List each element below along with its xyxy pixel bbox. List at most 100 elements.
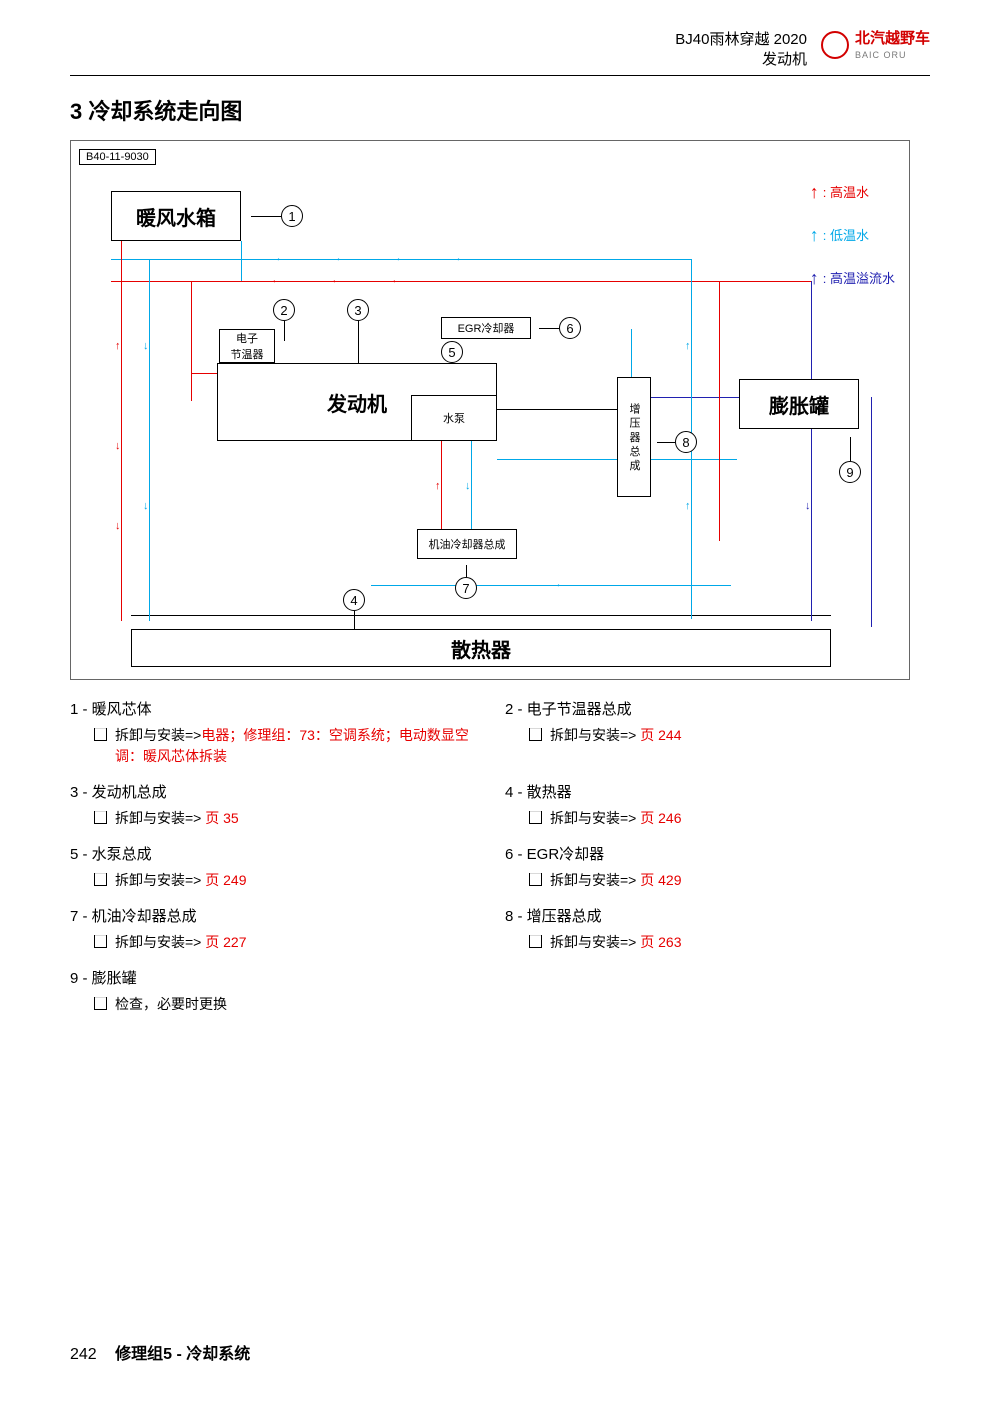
callout-8: 8 bbox=[675, 431, 697, 453]
bullet-box-icon bbox=[529, 728, 542, 741]
bullet-box-icon bbox=[529, 935, 542, 948]
callout-2: 2 bbox=[273, 299, 295, 321]
parts-list-item: 1 - 暖风芯体拆卸与安装=>电器；修理组：73：空调系统；电动数显空调：暖风芯… bbox=[70, 698, 495, 767]
flow-line bbox=[121, 241, 122, 621]
page-reference-link[interactable]: 页 35 bbox=[205, 810, 238, 826]
page-reference-link[interactable]: 页 227 bbox=[205, 934, 246, 950]
page-reference-link[interactable]: 页 246 bbox=[640, 810, 681, 826]
parts-list-item: 2 - 电子节温器总成拆卸与安装=> 页 244 bbox=[505, 698, 930, 767]
header-text: BJ40雨林穿越 2020 发动机 bbox=[675, 30, 807, 69]
callout-connector bbox=[284, 321, 285, 341]
footer-text: 修理组5 - 冷却系统 bbox=[115, 1346, 250, 1363]
diagram-node-oilcooler: 机油冷却器总成 bbox=[417, 529, 517, 559]
legend-row: ↑: 低温水 bbox=[810, 214, 895, 257]
legend-label: : 低温水 bbox=[823, 220, 869, 251]
callout-1: 1 bbox=[281, 205, 303, 227]
part-title: 4 - 散热器 bbox=[505, 781, 930, 802]
page-reference-link[interactable]: 页 249 bbox=[205, 872, 246, 888]
flow-arrow-icon: → bbox=[451, 253, 462, 264]
part-note: 拆卸与安装=> 页 244 bbox=[529, 725, 930, 746]
page-reference-link[interactable]: 页 429 bbox=[640, 872, 681, 888]
part-note-text: 拆卸与安装=> 页 35 bbox=[115, 808, 239, 829]
diagram-node-turbo: 增 压 器 总 成 bbox=[617, 377, 651, 497]
flow-line bbox=[811, 281, 812, 621]
diagram-node-expansion: 膨胀罐 bbox=[739, 379, 859, 429]
page-header: BJ40雨林穿越 2020 发动机 北汽越野车 BAIC ORU bbox=[70, 30, 930, 76]
legend-label: : 高温水 bbox=[823, 177, 869, 208]
callout-6: 6 bbox=[559, 317, 581, 339]
part-note: 拆卸与安装=> 页 249 bbox=[94, 870, 495, 891]
header-line1: BJ40雨林穿越 2020 bbox=[675, 30, 807, 50]
part-note: 拆卸与安装=> 页 227 bbox=[94, 932, 495, 953]
part-note: 拆卸与安装=> 页 263 bbox=[529, 932, 930, 953]
parts-list-item: 7 - 机油冷却器总成拆卸与安装=> 页 227 bbox=[70, 905, 495, 953]
diagram-node-egr: EGR冷却器 bbox=[441, 317, 531, 339]
callout-connector bbox=[251, 216, 281, 217]
part-note-text: 拆卸与安装=> 页 246 bbox=[550, 808, 682, 829]
section-title: 3 冷却系统走向图 bbox=[70, 94, 930, 126]
bullet-box-icon bbox=[529, 811, 542, 824]
header-line2: 发动机 bbox=[675, 50, 807, 70]
parts-list-item: 8 - 增压器总成拆卸与安装=> 页 263 bbox=[505, 905, 930, 953]
bullet-box-icon bbox=[529, 873, 542, 886]
callout-5: 5 bbox=[441, 341, 463, 363]
callout-9: 9 bbox=[839, 461, 861, 483]
bullet-box-icon bbox=[94, 811, 107, 824]
parts-list-item: 9 - 膨胀罐检查，必要时更换 bbox=[70, 967, 495, 1015]
legend-arrow-icon: ↑ bbox=[810, 214, 819, 257]
flow-arrow-icon: ↓ bbox=[465, 481, 471, 492]
diagram-node-pump: 水泵 bbox=[411, 395, 497, 441]
flow-arrow-icon: → bbox=[551, 579, 562, 590]
part-note: 拆卸与安装=> 页 246 bbox=[529, 808, 930, 829]
diagram-node-thermostat: 电子节温器 bbox=[219, 329, 275, 363]
callout-4: 4 bbox=[343, 589, 365, 611]
flow-line bbox=[471, 441, 472, 529]
flow-line bbox=[241, 241, 242, 281]
callout-connector bbox=[657, 442, 675, 443]
flow-line bbox=[441, 441, 442, 529]
brand-name-cn: 北汽越野车 bbox=[855, 30, 930, 47]
part-note: 拆卸与安装=> 页 429 bbox=[529, 870, 930, 891]
flow-line bbox=[149, 259, 150, 621]
bullet-box-icon bbox=[94, 873, 107, 886]
page-reference-link[interactable]: 页 263 bbox=[640, 934, 681, 950]
flow-arrow-icon: ↑ bbox=[685, 501, 691, 512]
flow-arrow-icon: ↓ bbox=[115, 521, 121, 532]
parts-list-item: 4 - 散热器拆卸与安装=> 页 246 bbox=[505, 781, 930, 829]
part-note-text: 拆卸与安装=> 页 244 bbox=[550, 725, 682, 746]
brand-name-en: BAIC ORU bbox=[855, 50, 930, 60]
flow-arrow-icon: ↓ bbox=[805, 501, 811, 512]
part-note-text: 拆卸与安装=> 页 227 bbox=[115, 932, 247, 953]
flow-line bbox=[871, 397, 872, 627]
flow-arrow-icon: ↓ bbox=[143, 341, 149, 352]
flow-arrow-icon: ← bbox=[271, 275, 282, 286]
part-note-text: 拆卸与安装=> 页 429 bbox=[550, 870, 682, 891]
callout-7: 7 bbox=[455, 577, 477, 599]
flow-line bbox=[111, 281, 811, 282]
flow-line bbox=[191, 281, 192, 401]
flow-line bbox=[631, 329, 632, 377]
diagram-legend: ↑: 高温水↑: 低温水↑: 高温溢流水 bbox=[810, 171, 895, 301]
flow-line bbox=[191, 373, 217, 374]
diagram-node-heater: 暖风水箱 bbox=[111, 191, 241, 241]
flow-line bbox=[497, 409, 617, 410]
parts-list-item: 3 - 发动机总成拆卸与安装=> 页 35 bbox=[70, 781, 495, 829]
part-note-text: 拆卸与安装=> 页 263 bbox=[550, 932, 682, 953]
flow-line bbox=[131, 615, 831, 616]
part-note-text: 检查，必要时更换 bbox=[115, 994, 227, 1015]
part-note: 检查，必要时更换 bbox=[94, 994, 495, 1015]
flow-arrow-icon: ↑ bbox=[115, 341, 121, 352]
parts-list: 1 - 暖风芯体拆卸与安装=>电器；修理组：73：空调系统；电动数显空调：暖风芯… bbox=[70, 698, 930, 1015]
flow-arrow-icon: ← bbox=[331, 275, 342, 286]
bullet-box-icon bbox=[94, 728, 107, 741]
part-title: 9 - 膨胀罐 bbox=[70, 967, 495, 988]
brand-logo: 北汽越野车 BAIC ORU bbox=[821, 30, 930, 60]
part-title: 5 - 水泵总成 bbox=[70, 843, 495, 864]
part-title: 6 - EGR冷却器 bbox=[505, 843, 930, 864]
diagram-code: B40-11-9030 bbox=[79, 149, 156, 165]
part-note-text: 拆卸与安装=> 页 249 bbox=[115, 870, 247, 891]
part-note-text: 拆卸与安装=>电器；修理组：73：空调系统；电动数显空调：暖风芯体拆装 bbox=[115, 725, 495, 767]
page-reference-link[interactable]: 页 244 bbox=[640, 727, 681, 743]
part-title: 3 - 发动机总成 bbox=[70, 781, 495, 802]
parts-list-item: 6 - EGR冷却器拆卸与安装=> 页 429 bbox=[505, 843, 930, 891]
